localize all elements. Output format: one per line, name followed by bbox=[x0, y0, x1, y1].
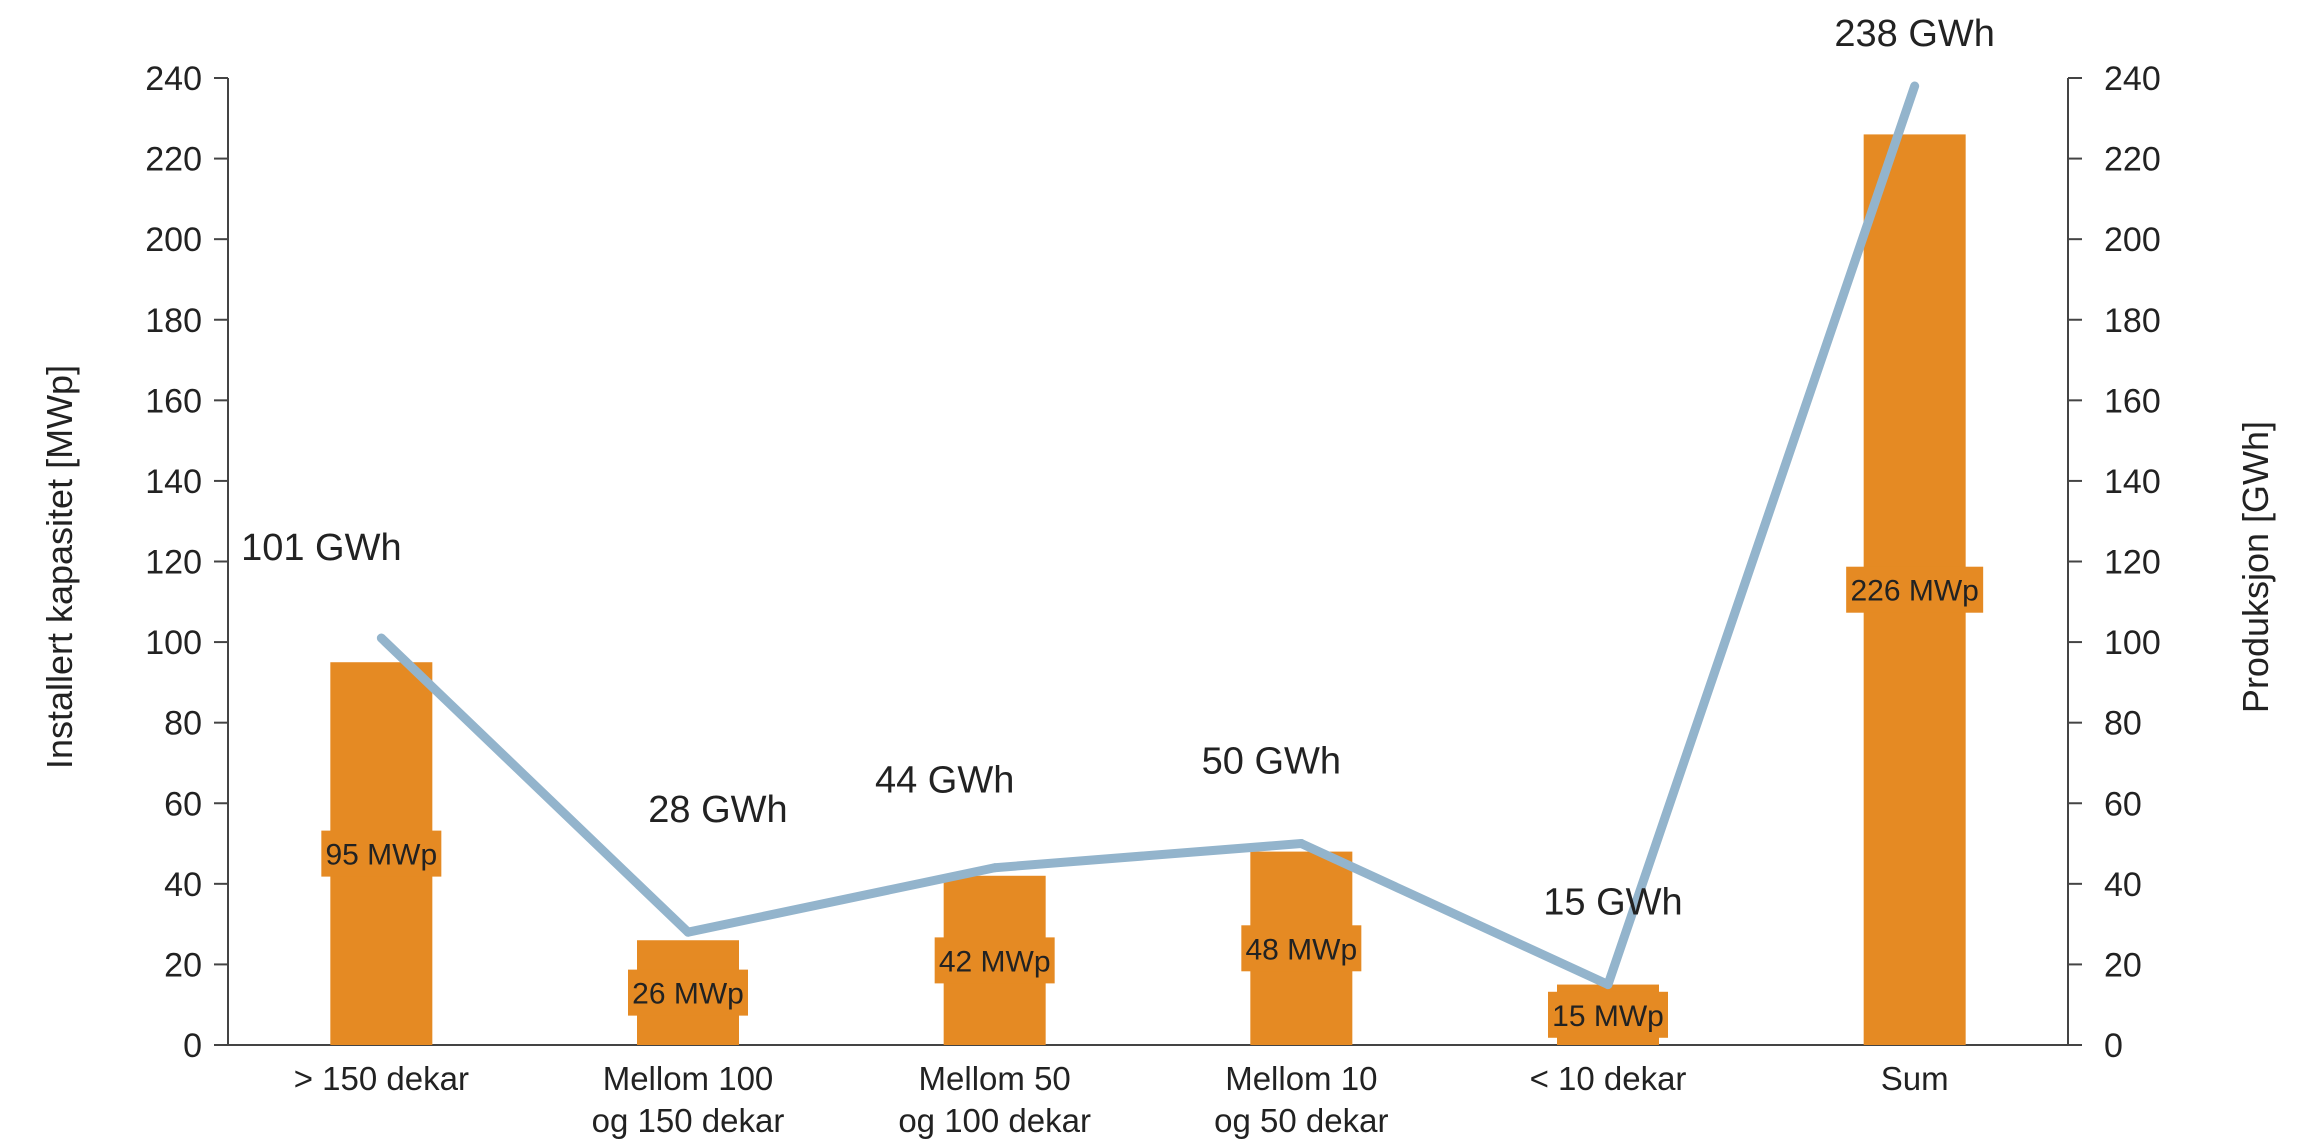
bar-data-label: 26 MWp bbox=[632, 978, 744, 1011]
bar-label-box bbox=[321, 830, 442, 877]
y-tick-label-right: 0 bbox=[2104, 1027, 2123, 1065]
y-tick-label-right: 20 bbox=[2104, 946, 2142, 984]
bar-data-label: 42 MWp bbox=[939, 945, 1051, 978]
line-data-label: 238 GWh bbox=[1834, 13, 1995, 55]
y-tick-label-left: 200 bbox=[145, 221, 202, 259]
data-labels: 95 MWp 26 MWp 42 MWp 48 MWp 15 MWp 226 MWp 101… bbox=[241, 13, 1995, 1038]
bar-data-label: 226 MWp bbox=[1850, 575, 1978, 608]
y-tick-label-left: 100 bbox=[145, 624, 202, 662]
y-tick-label-left: 60 bbox=[164, 785, 202, 823]
x-tick-label: Mellom 50 og 100 dekar bbox=[898, 1060, 1091, 1139]
y-tick-label-right: 220 bbox=[2104, 141, 2161, 179]
line-segment bbox=[683, 863, 1000, 937]
y-tick-label-right: 120 bbox=[2104, 544, 2161, 582]
y-tick-label-right: 100 bbox=[2104, 624, 2161, 662]
bar-label-box bbox=[1241, 925, 1362, 972]
line-segment bbox=[1296, 839, 1613, 990]
y-tick-label-left: 220 bbox=[145, 141, 202, 179]
x-tick-label: < 10 dekar bbox=[1530, 1060, 1687, 1097]
line-segment bbox=[990, 839, 1306, 873]
bar-data-label: 48 MWp bbox=[1245, 933, 1357, 966]
bar-label-box bbox=[934, 937, 1055, 984]
x-tick-label-line: og 50 dekar bbox=[1214, 1102, 1388, 1139]
y-tick-label-left: 120 bbox=[145, 544, 202, 582]
x-tick-label-line: Mellom 100 bbox=[603, 1060, 774, 1097]
bar-label-box bbox=[1548, 991, 1668, 1038]
line-data-label: 50 GWh bbox=[1202, 741, 1341, 783]
x-tick-label: Mellom 10 og 50 dekar bbox=[1214, 1060, 1388, 1139]
y-tick-label-right: 200 bbox=[2104, 221, 2161, 259]
y-tick-label-left: 180 bbox=[145, 302, 202, 340]
line-data-label: 15 GWh bbox=[1543, 882, 1682, 924]
y-tick-label-left: 20 bbox=[164, 946, 202, 984]
y-tick-label-right: 60 bbox=[2104, 785, 2142, 823]
bar-data-label: 95 MWp bbox=[325, 839, 437, 872]
y-tick-label-left: 240 bbox=[145, 60, 202, 98]
bar-label-box bbox=[1846, 566, 1984, 613]
y-tick-label-right: 140 bbox=[2104, 463, 2161, 501]
y-tick-label-right: 160 bbox=[2104, 382, 2161, 420]
x-tick-label-line: < 10 dekar bbox=[1530, 1060, 1687, 1097]
x-tick-label-line: Mellom 10 bbox=[1225, 1060, 1377, 1097]
y-axis-left-title: Installert kapasitet [MWp] bbox=[39, 365, 80, 769]
bar-label-box bbox=[628, 969, 748, 1016]
x-tick-label-line: > 150 dekar bbox=[294, 1060, 469, 1097]
y-tick-label-left: 0 bbox=[183, 1027, 202, 1065]
y-axis-right-title: Produksjon [GWh] bbox=[2235, 421, 2276, 713]
axes: 0 0 20 20 40 40 60 60 80 80 100 100 120 120 140 140 160 1… bbox=[145, 60, 2160, 1139]
x-tick-label: Sum bbox=[1881, 1060, 1949, 1097]
x-tick-label-line: Mellom 50 bbox=[919, 1060, 1071, 1097]
x-tick-label-line: og 100 dekar bbox=[898, 1102, 1091, 1139]
y-tick-label-right: 40 bbox=[2104, 866, 2142, 904]
x-tick-label: > 150 dekar bbox=[294, 1060, 469, 1097]
line-data-label: 28 GWh bbox=[648, 789, 787, 831]
y-tick-label-left: 160 bbox=[145, 382, 202, 420]
y-tick-label-right: 240 bbox=[2104, 60, 2161, 98]
bar-series bbox=[330, 134, 1966, 1046]
x-tick-label-line: Sum bbox=[1881, 1060, 1949, 1097]
y-tick-label-right: 80 bbox=[2104, 705, 2142, 743]
line-series bbox=[376, 81, 1920, 990]
y-tick-label-left: 140 bbox=[145, 463, 202, 501]
x-tick-label: Mellom 100 og 150 dekar bbox=[592, 1060, 785, 1139]
line-segment bbox=[1603, 81, 1920, 990]
bar-data-label: 15 MWp bbox=[1552, 1000, 1664, 1033]
line-segment bbox=[376, 633, 693, 937]
line-data-label: 101 GWh bbox=[241, 527, 402, 569]
line-data-label: 44 GWh bbox=[875, 760, 1014, 802]
x-tick-label-line: og 150 dekar bbox=[592, 1102, 785, 1139]
y-tick-label-left: 40 bbox=[164, 866, 202, 904]
y-tick-label-right: 180 bbox=[2104, 302, 2161, 340]
y-tick-label-left: 80 bbox=[164, 705, 202, 743]
